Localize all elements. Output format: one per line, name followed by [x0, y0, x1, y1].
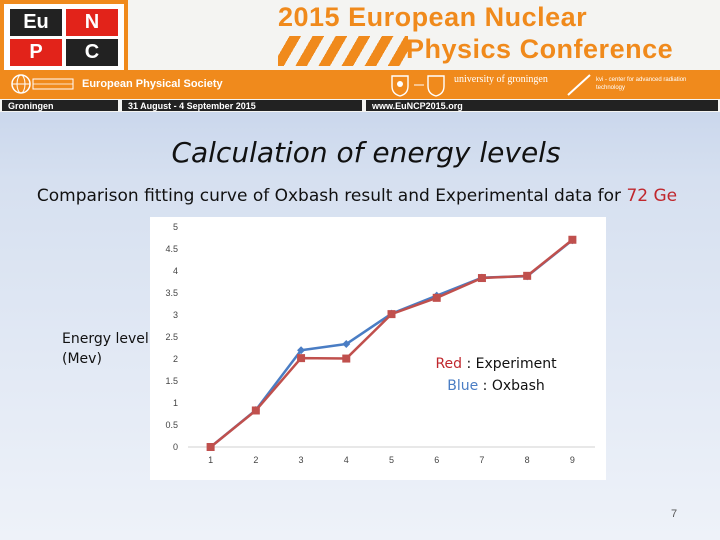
eps-globe-icon	[11, 74, 74, 94]
y-tick-label: 5	[173, 222, 178, 232]
conference-website-link[interactable]: www.EuNCP2015.org	[366, 100, 718, 111]
kvi-name: kvi - center for advanced radiation tech…	[596, 77, 687, 91]
logo-cell-eu: Eu	[10, 9, 62, 36]
x-tick-label: 6	[434, 455, 439, 465]
legend-experiment-label: : Experiment	[462, 356, 557, 372]
x-tick-label: 5	[389, 455, 394, 465]
y-tick-label: 1	[173, 398, 178, 408]
chart-legend: Red : Experiment Blue : Oxbash	[416, 353, 576, 397]
x-tick-label: 1	[208, 455, 213, 465]
y-tick-label: 0	[173, 442, 178, 452]
subtitle-isotope: 72 Ge	[626, 186, 678, 206]
series-1-point	[568, 235, 577, 244]
series-0-point	[342, 340, 351, 349]
x-tick-label: 3	[299, 455, 304, 465]
decorative-stripes	[278, 36, 408, 66]
x-tick-label: 8	[525, 455, 530, 465]
slide-title: Calculation of energy levels	[171, 136, 561, 169]
series-1-point	[342, 354, 351, 363]
y-tick-label: 2	[173, 354, 178, 364]
y-tick-label: 4.5	[165, 244, 178, 254]
chart-panel: 0 0.5 1 1.5 2 2.5 3 3.5 4 4.5 5 1 2 3 4 5 6 7 8 9	[150, 217, 606, 480]
y-axis-label-line1: Energy level	[62, 331, 149, 347]
legend-oxbash: Blue : Oxbash	[416, 375, 576, 397]
y-axis-label: Energy level (Mev)	[62, 329, 149, 369]
conference-city: Groningen	[2, 100, 118, 111]
logo-cell-n: N	[66, 9, 118, 36]
y-tick-label: 3.5	[165, 288, 178, 298]
y-tick-label: 4	[173, 266, 178, 276]
university-crest-icon	[391, 75, 445, 97]
kvi-slash-icon	[567, 74, 591, 96]
conference-dates: 31 August - 4 September 2015	[122, 100, 362, 111]
conference-title-area: 2015 European Nuclear Physics Conference	[128, 0, 720, 70]
y-axis-label-line2: (Mev)	[62, 351, 102, 367]
eps-name: European Physical Society	[82, 78, 223, 90]
partner-bar	[0, 70, 720, 98]
x-tick-label: 4	[344, 455, 349, 465]
series-1-point	[477, 274, 486, 283]
series-0-point	[297, 346, 306, 355]
series-1-point	[297, 354, 306, 363]
x-tick-label: 2	[253, 455, 258, 465]
logo-cell-p: P	[10, 39, 62, 66]
y-tick-label: 1.5	[165, 376, 178, 386]
series-1-line	[209, 238, 574, 448]
y-tick-label: 0.5	[165, 420, 178, 430]
energy-level-chart: 0 0.5 1 1.5 2 2.5 3 3.5 4 4.5 5 1 2 3 4 5 6 7 8 9	[165, 222, 595, 465]
series-1-point	[387, 310, 396, 319]
university-name: university of groningen	[454, 74, 548, 85]
chart-plot-area	[206, 235, 577, 451]
x-tick-label: 7	[479, 455, 484, 465]
subtitle-text: Comparison fitting curve of Oxbash resul…	[36, 186, 627, 206]
chart-axes: 0 0.5 1 1.5 2 2.5 3 3.5 4 4.5 5 1 2 3 4 5 6 7 8 9	[165, 222, 595, 465]
series-1-point	[523, 271, 532, 280]
page-number: 7	[670, 508, 678, 520]
series-1-point	[432, 293, 441, 302]
eunpc-logo: Eu N P C	[4, 4, 124, 70]
conference-title-line2: Physics Conference	[406, 34, 674, 64]
y-tick-label: 3	[173, 310, 178, 320]
series-0-line	[209, 239, 574, 448]
legend-experiment: Red : Experiment	[416, 353, 576, 375]
series-1-point	[251, 406, 260, 415]
logo-cell-c: C	[66, 39, 118, 66]
x-tick-label: 9	[570, 455, 575, 465]
legend-blue-word: Blue	[447, 378, 479, 394]
y-tick-label: 2.5	[165, 332, 178, 342]
series-1-point	[206, 443, 215, 451]
legend-oxbash-label: : Oxbash	[478, 378, 545, 394]
legend-red-word: Red	[435, 356, 463, 372]
conference-title-line1: 2015 European Nuclear	[278, 2, 588, 32]
slide-subtitle: Comparison fitting curve of Oxbash resul…	[0, 186, 714, 206]
